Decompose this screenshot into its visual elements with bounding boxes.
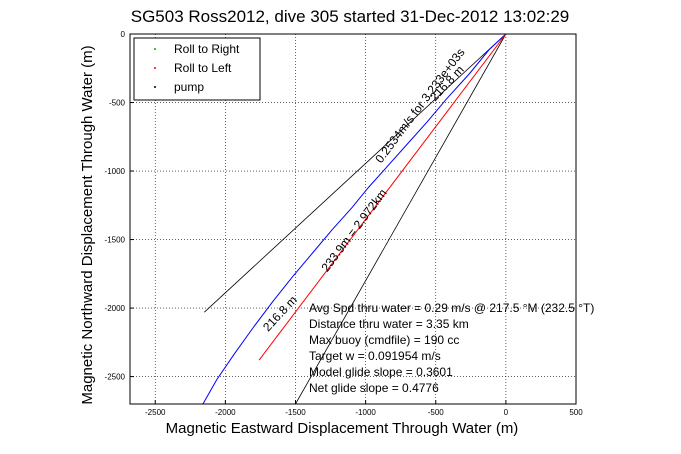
y-tick-label: -1500: [105, 236, 126, 245]
y-tick-label: -2000: [105, 304, 126, 313]
chart-title: SG503 Ross2012, dive 305 started 31-Dec-…: [131, 7, 570, 26]
plot-frame: [129, 33, 577, 405]
stat-line: Model glide slope = 0.3601: [309, 365, 453, 379]
y-axis-label: Magnetic Northward Displacement Through …: [79, 45, 96, 404]
stat-line: Distance thru water = 3.35 km: [309, 317, 469, 331]
stat-line: Max buoy (cmdfile) = 190 cc: [309, 333, 459, 347]
legend-label: Roll to Right: [174, 42, 240, 56]
stat-line: Avg Spd thru water = 0.29 m/s @ 217.5 °M…: [309, 301, 594, 315]
track-line: [202, 34, 507, 404]
legend-marker: [154, 67, 156, 69]
legend-label: Roll to Left: [174, 61, 232, 75]
x-tick-label: -2000: [215, 408, 236, 417]
x-tick-label: -1000: [355, 408, 376, 417]
stat-line: Net glide slope = 0.4776: [309, 381, 439, 395]
legend: Roll to Right Roll to Left pump: [133, 37, 261, 101]
x-tick-label: -500: [428, 408, 445, 417]
axis-ticks: -2500 -2000 -1500 -1000 -500 0 500 0 -500 -1000 -1…: [105, 30, 584, 417]
legend-marker: [154, 48, 156, 50]
track-line: [258, 34, 507, 361]
y-tick-label: 0: [121, 30, 126, 39]
x-tick-label: -2500: [145, 408, 166, 417]
reference-line: [204, 34, 507, 313]
stat-line: Target w = 0.091954 m/s: [309, 349, 441, 363]
legend-label: pump: [174, 80, 204, 94]
x-tick-label: 0: [504, 408, 509, 417]
stats-text: Avg Spd thru water = 0.29 m/s @ 217.5 °M…: [309, 301, 594, 395]
x-tick-label: -1500: [285, 408, 306, 417]
x-tick-label: 500: [569, 408, 583, 417]
plot-series: [202, 34, 507, 404]
legend-marker: [154, 86, 156, 88]
x-axis-label: Magnetic Eastward Displacement Through W…: [166, 420, 519, 437]
y-tick-label: -2500: [105, 373, 126, 382]
y-tick-label: -1000: [105, 167, 126, 176]
reference-line: [295, 34, 507, 404]
y-tick-label: -500: [109, 99, 126, 108]
